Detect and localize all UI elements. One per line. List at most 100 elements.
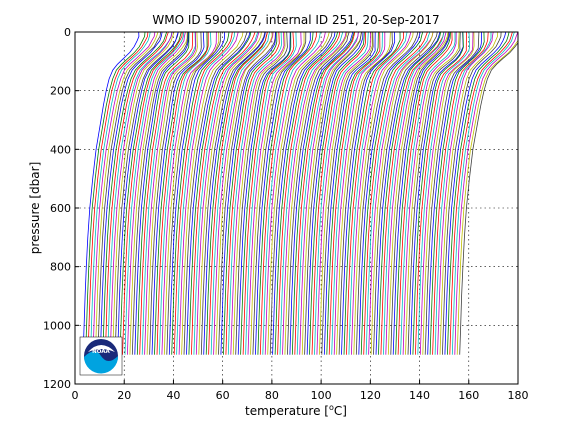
y-axis-ticks: 0 200 400 600 800 1000 1200: [43, 26, 79, 391]
x-tick-label: 180: [508, 389, 529, 402]
temperature-profile-line: [316, 32, 371, 355]
y-tick-label: 0: [64, 26, 71, 39]
temperature-profile-line: [397, 32, 453, 355]
temperature-profile-line: [173, 32, 233, 355]
temperature-profile-line: [311, 32, 367, 355]
y-tick-label: 1000: [43, 319, 71, 332]
temperature-profile-line: [392, 32, 451, 355]
x-tick-label: 80: [265, 389, 279, 402]
temperature-profile-line: [454, 32, 518, 355]
temperature-profile-line: [255, 32, 311, 355]
temperature-profile-line: [365, 32, 431, 355]
temperature-profile-line: [432, 32, 489, 355]
temperature-profile-line: [326, 32, 379, 355]
temperature-profile-line: [218, 32, 276, 355]
temperature-profile-line: [296, 32, 359, 355]
temperature-profile-line: [358, 32, 421, 355]
temperature-profile-line: [242, 32, 295, 355]
temperature-profile-line: [385, 32, 447, 355]
noaa-logo: NOAA: [79, 336, 123, 376]
x-tick-label: 40: [166, 389, 180, 402]
temperature-profile-line: [183, 32, 248, 355]
temperature-profile-line: [314, 32, 369, 355]
temperature-profile-line: [232, 32, 286, 355]
temperature-profile-line: [87, 32, 149, 355]
temperature-profile-line: [198, 32, 262, 355]
temperature-profile-line: [277, 32, 341, 355]
x-tick-label: 100: [311, 389, 332, 402]
temperature-profile-line: [336, 32, 391, 355]
temperature-profile-line: [353, 32, 414, 355]
temperature-profile-line: [161, 32, 217, 355]
temperature-profile-line: [205, 32, 268, 355]
temperature-profile-line: [193, 32, 259, 355]
temperature-profile-line: [451, 32, 515, 355]
temperature-profile-line: [284, 32, 348, 355]
temperature-profile-line: [114, 32, 179, 355]
temperature-profile-line: [136, 32, 190, 355]
y-tick-label: 200: [50, 85, 71, 98]
temperature-profile-line: [82, 32, 140, 355]
temperature-profile-line: [223, 32, 278, 355]
temperature-profile-line: [139, 32, 194, 355]
temperature-profile-line: [274, 32, 338, 355]
temperature-profile-line: [331, 32, 383, 355]
temperature-profile-line: [257, 32, 314, 355]
temperature-profile-line: [338, 32, 393, 355]
temperature-profile-line: [237, 32, 291, 355]
temperature-profile-line: [429, 32, 485, 355]
temperature-profile-line: [434, 32, 492, 355]
temperature-profile-line: [456, 39, 518, 355]
temperature-profile-line: [124, 32, 185, 355]
temperature-profile-line: [186, 32, 251, 355]
temperature-profile-line: [370, 32, 434, 355]
temperature-profile-line: [417, 32, 471, 355]
temperature-profile-line: [95, 32, 159, 355]
x-tick-label: 60: [216, 389, 230, 402]
temperature-profile-line: [149, 32, 202, 355]
temperature-profile-line: [208, 32, 268, 355]
y-tick-label: 600: [50, 202, 71, 215]
temperature-profile-line: [407, 32, 461, 355]
temperature-profile-line: [188, 32, 252, 355]
temperature-profile-line: [287, 32, 350, 355]
temperature-profile-line: [195, 32, 260, 355]
temperature-profile-line: [200, 32, 266, 355]
temperature-profile-line: [117, 32, 179, 355]
temperature-profile-line: [363, 32, 428, 355]
temperature-profile-line: [144, 32, 197, 355]
temperature-profile-line: [151, 32, 205, 355]
temperature-profile-line: [373, 32, 438, 355]
y-axis-label: pressure [dbar]: [28, 162, 42, 255]
x-tick-label: 120: [360, 389, 381, 402]
x-axis-label: temperature [oC]: [245, 403, 347, 418]
temperature-profile-line: [90, 32, 151, 355]
temperature-profile-line: [227, 32, 282, 355]
temperature-profile-line: [166, 32, 222, 355]
temperature-profile-line: [119, 32, 182, 355]
temperature-profile-line: [427, 32, 482, 355]
temperature-profile-line: [122, 32, 183, 355]
temperature-profile-line: [355, 32, 419, 355]
temperature-profile-line: [378, 32, 441, 355]
temperature-profile-line: [351, 32, 412, 355]
temperature-profile-line: [419, 32, 474, 355]
temperature-profile-line: [301, 32, 362, 355]
y-tick-label: 800: [50, 261, 71, 274]
temperature-profile-line: [410, 32, 464, 355]
temperature-profile-line: [107, 32, 173, 355]
temperature-profile-line: [459, 42, 518, 355]
temperature-profile-line: [415, 32, 467, 355]
temperature-profile-line: [321, 32, 374, 355]
temperature-profile-line: [383, 32, 445, 355]
noaa-logo-text: NOAA: [92, 349, 110, 355]
temperature-profile-line: [447, 32, 510, 355]
temperature-profile-line: [225, 32, 280, 355]
temperature-profile-line: [163, 32, 220, 355]
temperature-profile-line: [439, 32, 499, 355]
temperature-profile-line: [104, 32, 169, 355]
temperature-profile-line: [215, 32, 273, 355]
temperature-profile-line: [129, 32, 188, 355]
temperature-profile-line: [240, 32, 292, 355]
